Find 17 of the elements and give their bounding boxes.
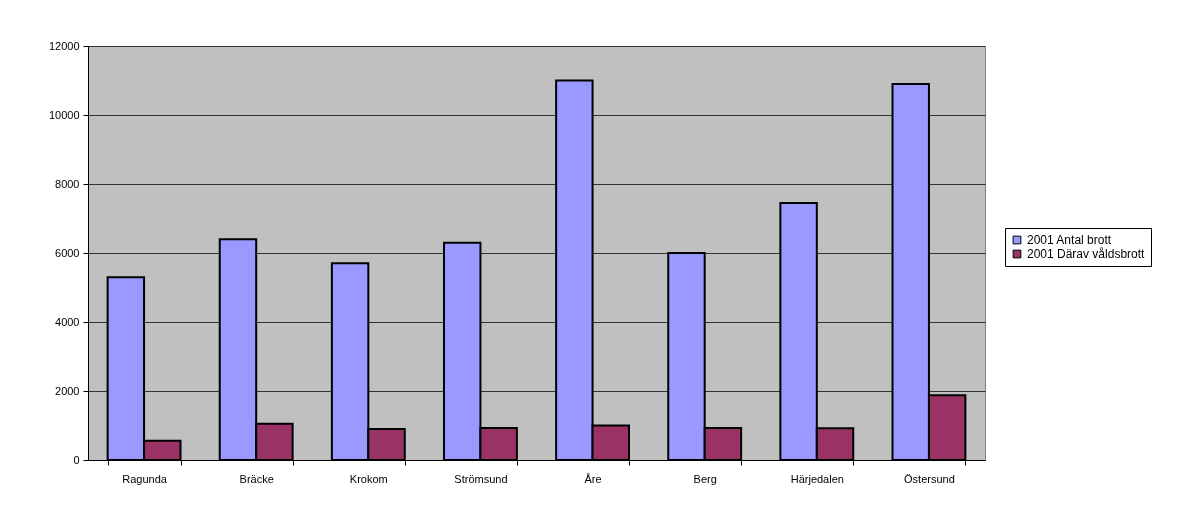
- x-tick-label: Härjedalen: [790, 472, 844, 485]
- x-tick-label: Bräcke: [239, 472, 274, 485]
- y-tick-label: 4000: [55, 315, 80, 328]
- legend-label: 2001 Därav våldsbrott: [1027, 247, 1146, 261]
- x-tick-label: Krokom: [349, 472, 388, 485]
- y-tick-label: 6000: [55, 246, 80, 259]
- y-tick-label: 10000: [48, 108, 80, 121]
- x-tick-label: Strömsund: [454, 472, 508, 485]
- x-tick-label: Östersund: [904, 472, 955, 485]
- x-tick-label: Berg: [693, 472, 717, 485]
- y-tick-label: 2000: [55, 384, 80, 397]
- x-tick-label: Åre: [584, 472, 602, 485]
- y-tick-label: 12000: [48, 39, 80, 52]
- y-tick-label: 8000: [55, 177, 80, 190]
- x-tick-label: Ragunda: [122, 472, 168, 485]
- y-tick-label: 0: [73, 453, 80, 466]
- legend-label: 2001 Antal brott: [1027, 233, 1112, 247]
